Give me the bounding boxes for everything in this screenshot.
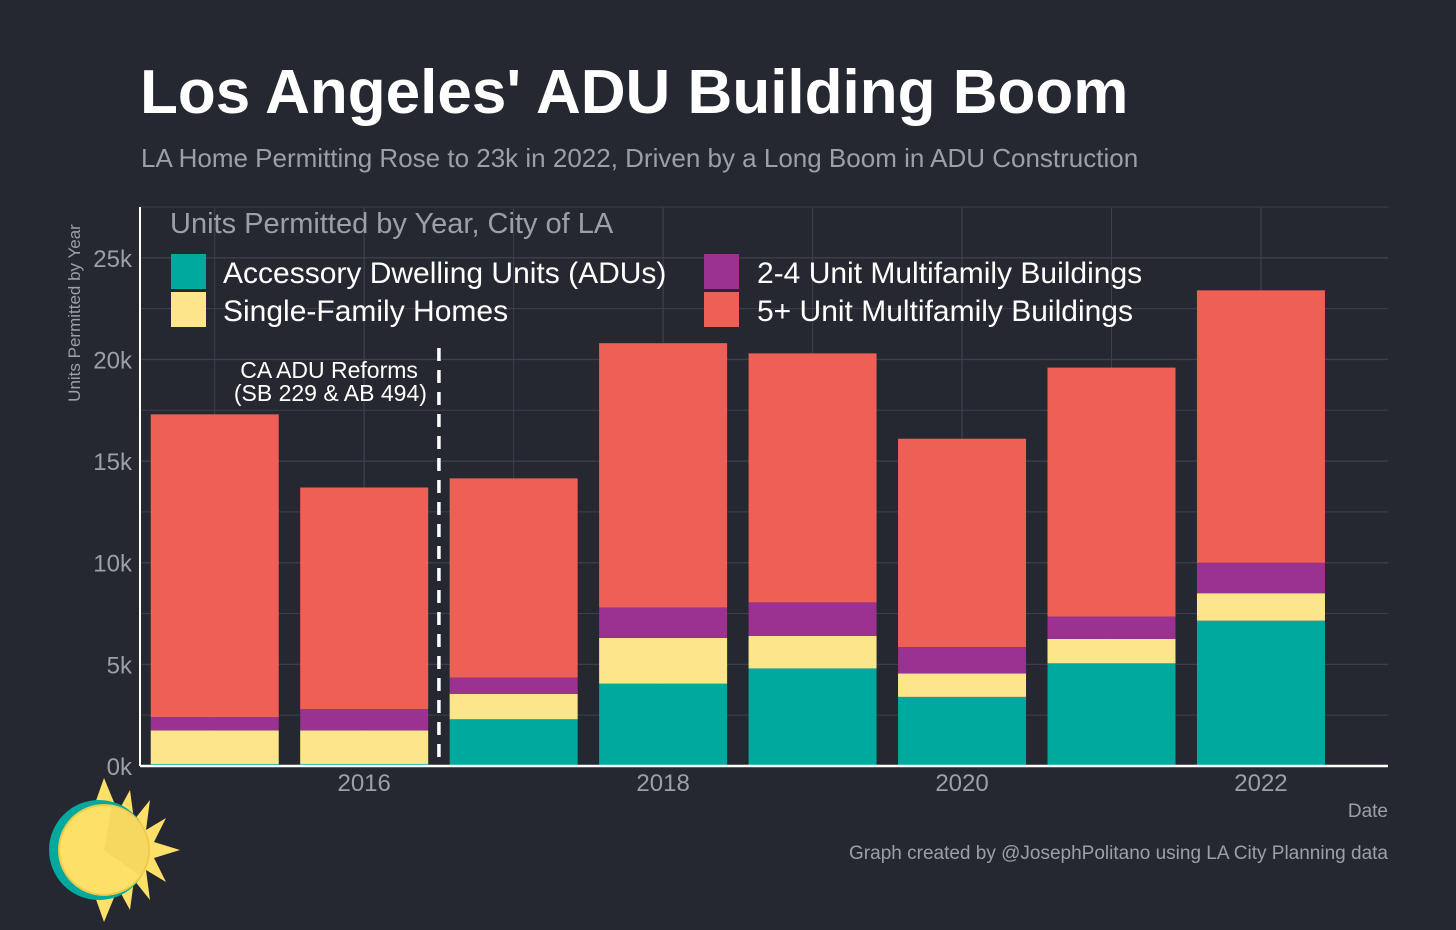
bar-adu-2020 <box>898 696 1027 766</box>
bar-2-4-unit-2018 <box>599 607 728 638</box>
y-axis-label: Units Permitted by Year <box>65 224 84 402</box>
bar-2-4-unit-2017 <box>449 677 578 694</box>
bar-single-family-2018 <box>599 637 728 684</box>
bar-5-plus-unit-2017 <box>449 478 578 678</box>
bar-single-family-2022 <box>1196 593 1325 621</box>
legend-swatch-2-4-unit <box>704 254 739 289</box>
axes-layer: 0k 5k 10k 15k 20k 25k 2016 2018 2020 2022 <box>93 207 1388 797</box>
bar-5-plus-unit-2020 <box>898 438 1027 648</box>
legend-label-adu: Accessory Dwelling Units (ADUs) <box>223 257 666 290</box>
bar-2-4-unit-2016 <box>300 709 429 731</box>
bar-single-family-2017 <box>449 693 578 720</box>
bar-single-family-2016 <box>300 730 429 764</box>
caption: Graph created by @JosephPolitano using L… <box>849 843 1388 864</box>
legend-label-5-plus-unit: 5+ Unit Multifamily Buildings <box>757 295 1133 328</box>
bar-2-4-unit-2022 <box>1196 562 1325 594</box>
bar-5-plus-unit-2021 <box>1047 367 1176 617</box>
y-tick-label: 10k <box>93 551 133 578</box>
sun-logo <box>49 778 180 922</box>
annotation-label-line-2: (SB 229 & AB 494) <box>234 380 427 406</box>
y-tick-label: 20k <box>93 347 133 374</box>
y-tick-label: 15k <box>93 449 133 476</box>
chart-subtitle: LA Home Permitting Rose to 23k in 2022, … <box>141 143 1138 173</box>
y-tick-label: 5k <box>107 652 133 679</box>
bar-single-family-2021 <box>1047 638 1176 664</box>
bar-2-4-unit-2015 <box>150 717 279 731</box>
legend-swatch-single-family <box>171 292 206 327</box>
chart-title: Los Angeles' ADU Building Boom <box>140 58 1128 127</box>
bar-adu-2021 <box>1047 663 1176 766</box>
bar-5-plus-unit-2019 <box>748 353 877 603</box>
legend-label-single-family: Single-Family Homes <box>223 295 508 328</box>
bars-layer <box>150 290 1325 766</box>
bar-adu-2022 <box>1196 620 1325 766</box>
legend-swatch-adu <box>171 254 206 289</box>
bar-adu-2017 <box>449 719 578 766</box>
legend-label-2-4-unit: 2-4 Unit Multifamily Buildings <box>757 257 1142 290</box>
legend-title: Units Permitted by Year, City of LA <box>170 208 614 240</box>
bar-single-family-2020 <box>898 673 1027 697</box>
bar-5-plus-unit-2022 <box>1196 290 1325 563</box>
x-tick-label: 2016 <box>337 770 390 797</box>
bar-5-plus-unit-2015 <box>150 414 279 718</box>
x-tick-label: 2018 <box>636 770 689 797</box>
x-tick-label: 2022 <box>1234 770 1287 797</box>
bar-5-plus-unit-2018 <box>599 343 728 608</box>
annotation-label-line-1: CA ADU Reforms <box>240 357 418 383</box>
x-tick-label: 2020 <box>935 770 988 797</box>
bar-2-4-unit-2020 <box>898 647 1027 674</box>
legend: Units Permitted by Year, City of LA Acce… <box>170 208 1142 328</box>
bar-single-family-2015 <box>150 730 279 764</box>
bar-single-family-2019 <box>748 635 877 669</box>
y-tick-label: 0k <box>107 754 133 781</box>
bar-2-4-unit-2019 <box>748 602 877 636</box>
legend-swatch-5-plus-unit <box>704 292 739 327</box>
bar-2-4-unit-2021 <box>1047 616 1176 639</box>
y-tick-label: 25k <box>93 246 133 273</box>
x-axis-label: Date <box>1348 801 1388 822</box>
bar-adu-2018 <box>599 683 728 766</box>
sun-logo-shade <box>104 806 149 876</box>
bar-5-plus-unit-2016 <box>300 487 429 710</box>
bar-adu-2019 <box>748 668 877 766</box>
